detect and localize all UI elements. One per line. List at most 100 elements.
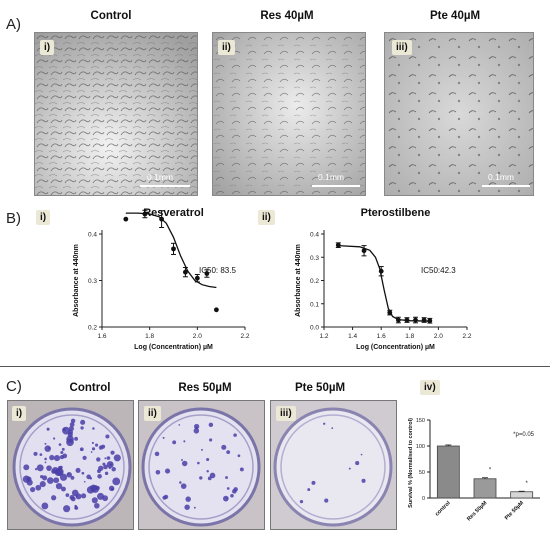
panel-a-title-res: Res 40µM (260, 10, 314, 22)
colony (209, 472, 216, 479)
colony (206, 470, 209, 473)
colony (223, 495, 229, 502)
colony (348, 467, 351, 470)
colony (193, 423, 200, 430)
colony (226, 497, 228, 499)
colony (111, 466, 116, 472)
colony (181, 459, 183, 461)
colony (361, 478, 366, 483)
colony (49, 454, 55, 461)
colony (181, 460, 188, 467)
colony (97, 474, 102, 479)
colony (105, 434, 110, 439)
colony (112, 477, 121, 486)
res-x-tick-label: 2.2 (240, 333, 249, 340)
res-data-point (123, 216, 129, 222)
colony (44, 445, 51, 452)
colony (179, 481, 182, 484)
colony (331, 427, 334, 430)
colony (70, 418, 76, 424)
colony (63, 505, 71, 513)
pte-data-point (413, 317, 418, 323)
colony (233, 487, 238, 492)
res-data-point (159, 216, 164, 222)
res-data-point (204, 271, 210, 276)
pte-data-point (427, 318, 433, 324)
panel-c-letter: C) (6, 378, 22, 395)
bar-y-tick-label: 100 (416, 444, 425, 450)
res-data-point (214, 307, 219, 313)
colony (66, 435, 74, 443)
micrograph-pte (384, 32, 534, 196)
colony (102, 462, 106, 466)
colony (226, 487, 230, 490)
pte-x-tick-label: 2.2 (462, 333, 471, 340)
micrograph-pte-image (385, 33, 533, 195)
dish-label-i: i) (12, 406, 27, 421)
resveratrol-chart: Resveratrol 0.2 0.3 0.4 1.6 1.8 2.0 2.2 Log (Con… (73, 207, 250, 351)
colony (26, 479, 33, 486)
colony (101, 444, 106, 449)
colony (61, 447, 65, 451)
micrograph-control (34, 32, 198, 196)
colony (53, 437, 56, 440)
pte-data-point (395, 317, 401, 323)
colony (108, 466, 111, 469)
pte-y-tick-label: 0.4 (310, 232, 319, 239)
colony (199, 476, 203, 480)
colony (97, 492, 105, 500)
colony (36, 464, 44, 472)
colony (91, 497, 98, 504)
colony (69, 495, 75, 500)
colony-dish-control (7, 400, 134, 530)
colony (225, 476, 228, 479)
micrograph-res-image (213, 33, 365, 195)
res-y-tick-label: 0.2 (88, 325, 97, 332)
pte-data-point (387, 310, 393, 315)
res-x-tick-label: 2.0 (193, 333, 202, 340)
pte-chart-title: Pterostilbene (361, 207, 431, 219)
bar-category-label: Pte 50µM (504, 500, 525, 521)
colony (183, 440, 186, 443)
colony (197, 461, 200, 465)
colony (58, 443, 62, 446)
pte-data-point (361, 248, 367, 254)
bar-significance-note: *p=0.05 (513, 432, 535, 438)
res-data-point (194, 275, 200, 281)
colony (193, 506, 196, 509)
colony (81, 493, 87, 499)
colony (60, 450, 64, 455)
colony (89, 477, 93, 480)
colony (155, 469, 161, 475)
colony (42, 475, 48, 481)
colony (311, 480, 316, 485)
colony (237, 454, 241, 458)
panel-b-letter: B) (6, 210, 21, 227)
colony (103, 464, 108, 470)
colony (209, 438, 213, 442)
dish-title-pte: Pte 50µM (294, 382, 346, 394)
micrograph-res (212, 32, 366, 196)
colony (41, 502, 49, 510)
colony (324, 498, 329, 503)
colony (47, 477, 54, 484)
colony (76, 495, 78, 498)
pte-y-tick-label: 0.3 (310, 255, 319, 262)
colony (39, 481, 46, 488)
pte-x-axis-label: Log (Concentration) µM (356, 344, 435, 351)
colony (71, 489, 79, 497)
colony (323, 422, 326, 425)
res-data-point (171, 246, 176, 252)
scale-bar-pte (482, 185, 530, 187)
colony (201, 448, 203, 451)
colony (55, 467, 64, 476)
panel-a-title-pte: Pte 40µM (429, 10, 481, 22)
colony-dish-control-image (8, 401, 133, 529)
colony (59, 473, 68, 481)
res-y-axis-label: Absorbance at 440nm (73, 244, 80, 317)
colony (79, 447, 84, 452)
colony (94, 502, 100, 509)
colony (164, 468, 171, 474)
colony (162, 495, 167, 500)
